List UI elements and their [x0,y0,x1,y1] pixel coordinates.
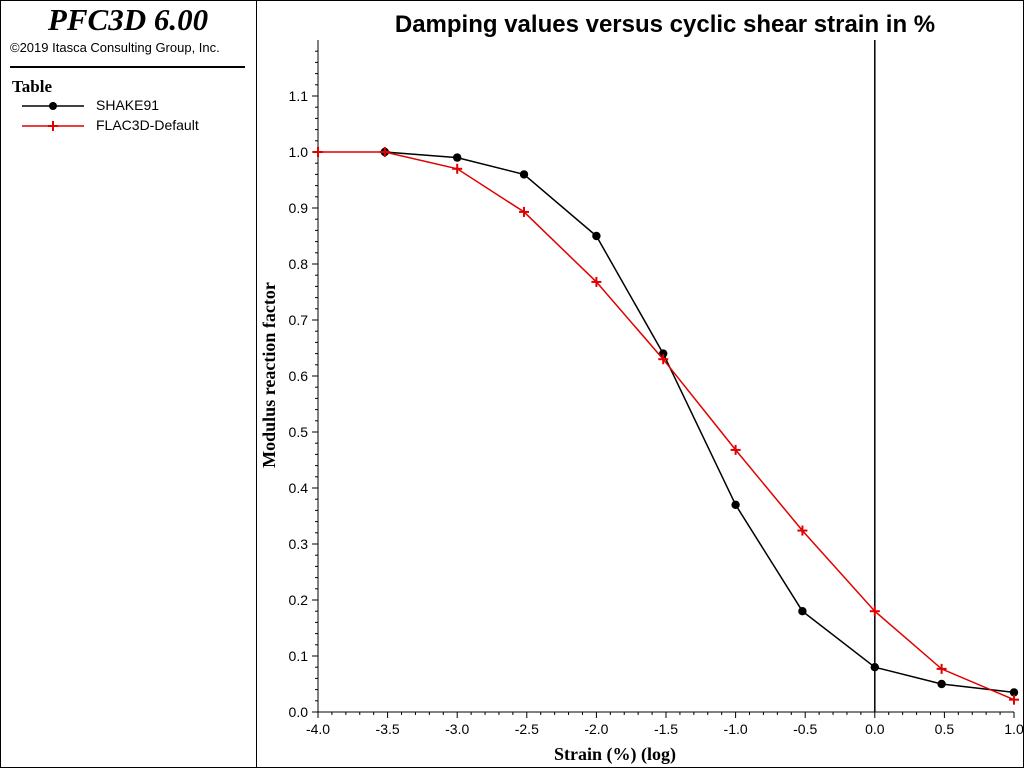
point-shake91 [453,153,462,162]
legend-label-shake91: SHAKE91 [96,97,160,113]
y-tick-label: 1.1 [289,88,309,104]
legend-swatch-flac3d-default [22,121,84,131]
y-tick-label: 0.5 [289,424,309,440]
legend-title: Table [12,77,53,96]
y-tick-label: 0.3 [289,536,309,552]
x-tick-label: -2.0 [584,721,608,737]
x-tick-label: -3.5 [376,721,400,737]
x-tick-label: 0.0 [865,721,885,737]
point-flac3d-default [379,147,390,157]
point-flac3d-default [869,606,880,617]
x-tick-label: -1.5 [654,721,678,737]
point-flac3d-default [797,525,808,536]
legend-item-flac3d-default: FLAC3D-Default [20,116,240,136]
x-tick-label: -2.5 [515,721,539,737]
y-tick-label: 1.0 [289,144,309,160]
point-flac3d-default [1009,694,1019,705]
point-flac3d-default [658,354,669,365]
point-shake91 [1009,688,1019,697]
y-tick-label: 0.9 [289,200,309,216]
y-axis-title: Modulus reaction factor [259,282,279,468]
y-tick-label: 0.0 [289,704,309,720]
point-shake91 [937,679,946,689]
y-tick-label: 0.4 [289,480,309,496]
series-line-flac3d-default [318,151,1015,701]
point-shake91 [870,663,879,672]
x-tick-label: -4.0 [306,721,330,737]
y-tick-label: 0.1 [289,648,309,664]
y-tick-label: 0.7 [289,312,309,328]
chart: Damping values versus cyclic shear strai… [259,11,1024,765]
x-tick-label: -1.0 [724,721,748,737]
point-shake91 [592,231,601,241]
point-flac3d-default [730,444,741,455]
series-line-shake91 [384,151,1015,694]
legend-item-shake91: SHAKE91 [20,96,240,116]
x-tick-label: 0.5 [935,721,955,737]
y-tick-label: 0.8 [289,256,309,272]
y-tick-label: 0.2 [289,592,309,608]
point-flac3d-default [591,276,602,287]
chart-title: Damping values versus cyclic shear strai… [395,11,935,38]
point-flac3d-default [936,663,947,674]
point-flac3d-default [452,163,463,174]
legend-label-flac3d-default: FLAC3D-Default [96,117,199,133]
series-layer [313,147,1019,705]
x-axis-title: Strain (%) (log) [554,744,676,765]
x-tick-label: -3.0 [445,721,469,737]
legend-swatch-shake91 [22,102,84,110]
copyright-text: ©2019 Itasca Consulting Group, Inc. [10,40,220,55]
point-shake91 [519,170,529,179]
point-flac3d-default [313,147,323,157]
x-tick-label: 1.0 [1004,721,1024,737]
point-shake91 [731,500,740,509]
x-tick-label: -0.5 [793,721,817,737]
panel-divider [256,0,257,768]
y-tick-label: 0.6 [289,368,309,384]
point-shake91 [798,607,807,616]
app-title: PFC3D 6.00 [47,2,209,37]
axes: 0.0 0.1 0.2 0.3 0.4 0.5 0.6 0.7 0.8 0.9 1.0 1.1 -4.0… [289,40,1024,737]
header-divider [10,66,245,68]
point-flac3d-default [519,206,530,217]
